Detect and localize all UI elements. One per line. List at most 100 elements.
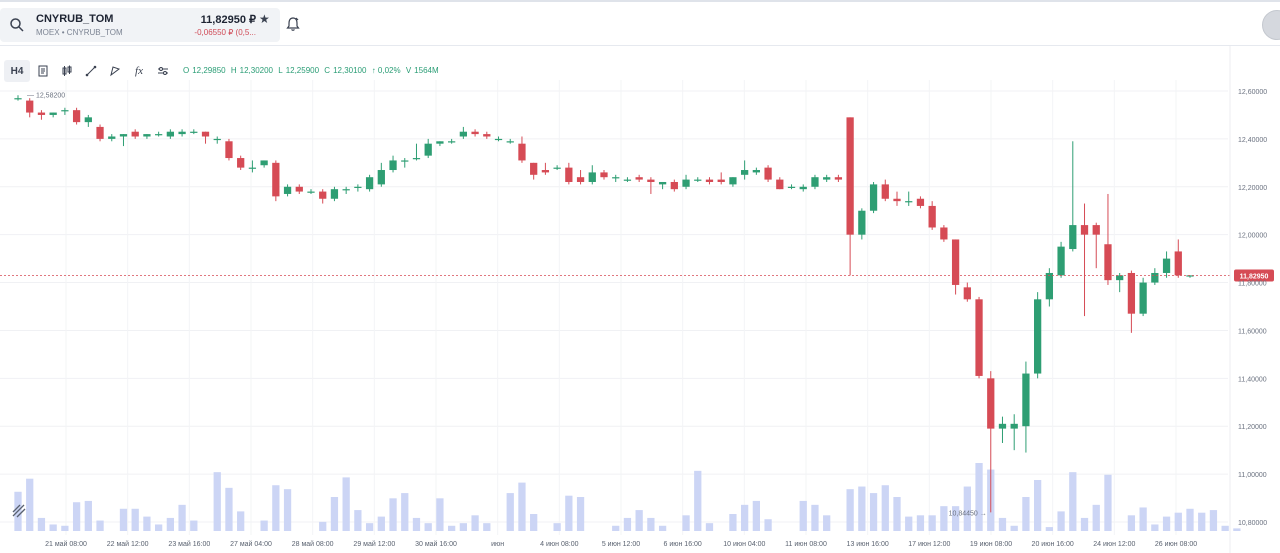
candle-type-icon[interactable] (56, 60, 78, 82)
candle (846, 117, 854, 276)
search-icon[interactable] (9, 17, 25, 33)
settings-icon[interactable] (152, 60, 174, 82)
candle-body (846, 117, 854, 235)
volume-bar (1080, 517, 1089, 531)
candle-body (951, 239, 960, 285)
candle-body (389, 160, 397, 171)
candle-body (307, 191, 315, 193)
volume-bar (49, 524, 57, 531)
alert-bell-icon[interactable] (285, 16, 301, 32)
top-bar: CNYRUB_TOM MOEX • CNYRUB_TOM 11,82950 ₽ … (0, 0, 1280, 46)
candle (998, 416, 1007, 443)
candle-body (412, 158, 421, 160)
candle-body (787, 186, 796, 188)
candle (951, 239, 960, 295)
volume-bar (823, 515, 831, 531)
candle (1174, 239, 1182, 278)
candle (283, 184, 292, 197)
x-tick-label: 10 июн 04:00 (723, 541, 765, 548)
candle-body (213, 138, 221, 141)
volume-bar (272, 485, 280, 531)
price-change: -0,06550 ₽ (0,5... (194, 28, 256, 37)
low-annotation: 10,84450 → (949, 510, 987, 517)
volume-bar (1209, 510, 1218, 531)
candle (682, 174, 690, 190)
candle (319, 189, 327, 204)
volume-bar (881, 485, 889, 531)
candle-body (1127, 272, 1136, 314)
x-tick-label: 28 май 08:00 (292, 540, 334, 548)
user-avatar[interactable] (1262, 10, 1280, 40)
candle-body (1069, 225, 1077, 250)
candle-body (342, 189, 350, 191)
ohlc-volume: 1564M (414, 66, 439, 75)
candle (1045, 268, 1053, 307)
volume-bar (237, 511, 245, 531)
candle-body (319, 191, 327, 199)
candle-body (377, 170, 385, 185)
last-price-tag (1234, 269, 1274, 282)
candle-body (143, 134, 151, 137)
candle-body (201, 131, 210, 137)
candle (412, 143, 421, 161)
y-tick-label: 12,20000 (1238, 185, 1267, 192)
candle-body (705, 179, 714, 182)
timeframe-button[interactable]: H4 (4, 60, 30, 82)
x-tick-label: 6 июн 16:00 (664, 541, 702, 548)
candle-body (963, 287, 971, 300)
candle-body (354, 186, 362, 188)
volume-bar (365, 523, 374, 531)
candle-body (1080, 225, 1089, 235)
volume-bar (764, 519, 772, 531)
candle-body (1162, 258, 1171, 273)
volume-bar (330, 497, 339, 531)
price-chart[interactable]: 11,82950 — 12,58200 10,84450 → 12,60000 12,… (0, 46, 1280, 553)
favorite-star-icon[interactable]: ★ (259, 12, 270, 26)
candle (916, 196, 925, 209)
candle-body (799, 186, 807, 190)
current-price: 11,82950 ₽ (200, 14, 256, 26)
candle (1104, 193, 1112, 285)
candle-body (893, 198, 901, 202)
y-tick-label: 11,40000 (1238, 376, 1267, 383)
candle-body (576, 177, 585, 182)
candle (717, 172, 725, 185)
volume-bar (682, 515, 690, 531)
candle (752, 167, 760, 175)
shapes-icon[interactable] (104, 60, 126, 82)
candle-body (1186, 275, 1194, 277)
volume-bar (553, 523, 561, 531)
ticker-selector[interactable]: CNYRUB_TOM MOEX • CNYRUB_TOM 11,82950 ₽ … (0, 8, 280, 42)
candle-body (869, 184, 878, 211)
ticker-name: CNYRUB_TOM (36, 13, 114, 25)
candle (963, 282, 971, 302)
candle (1116, 272, 1124, 293)
volume-bar (1069, 472, 1077, 531)
candle (119, 134, 128, 147)
candle-body (940, 227, 948, 240)
candle-body (928, 205, 936, 228)
volume-bar (1198, 512, 1206, 531)
candle (541, 162, 550, 175)
candle (834, 174, 843, 182)
candle-body (916, 198, 925, 206)
fx-icon[interactable]: fx (135, 65, 143, 77)
x-tick-label: 4 июн 08:00 (540, 541, 578, 548)
x-tick-label: 11 июн 08:00 (785, 541, 827, 548)
candle (166, 129, 174, 139)
candle (987, 371, 995, 513)
candle (14, 95, 22, 101)
drawing-tools-icon[interactable] (80, 60, 102, 82)
candle (506, 138, 514, 144)
candle-body (483, 134, 491, 137)
volume-bar (530, 514, 538, 531)
candle-body (623, 179, 632, 181)
drawing-mode-icon[interactable] (10, 502, 28, 520)
indicators-icon[interactable] (32, 60, 54, 82)
volume-bar (576, 497, 585, 531)
candle-body (741, 170, 749, 175)
volume-bar (741, 504, 749, 531)
volume-bar (342, 477, 350, 531)
volume-bar (518, 482, 526, 531)
candle (1069, 141, 1077, 252)
